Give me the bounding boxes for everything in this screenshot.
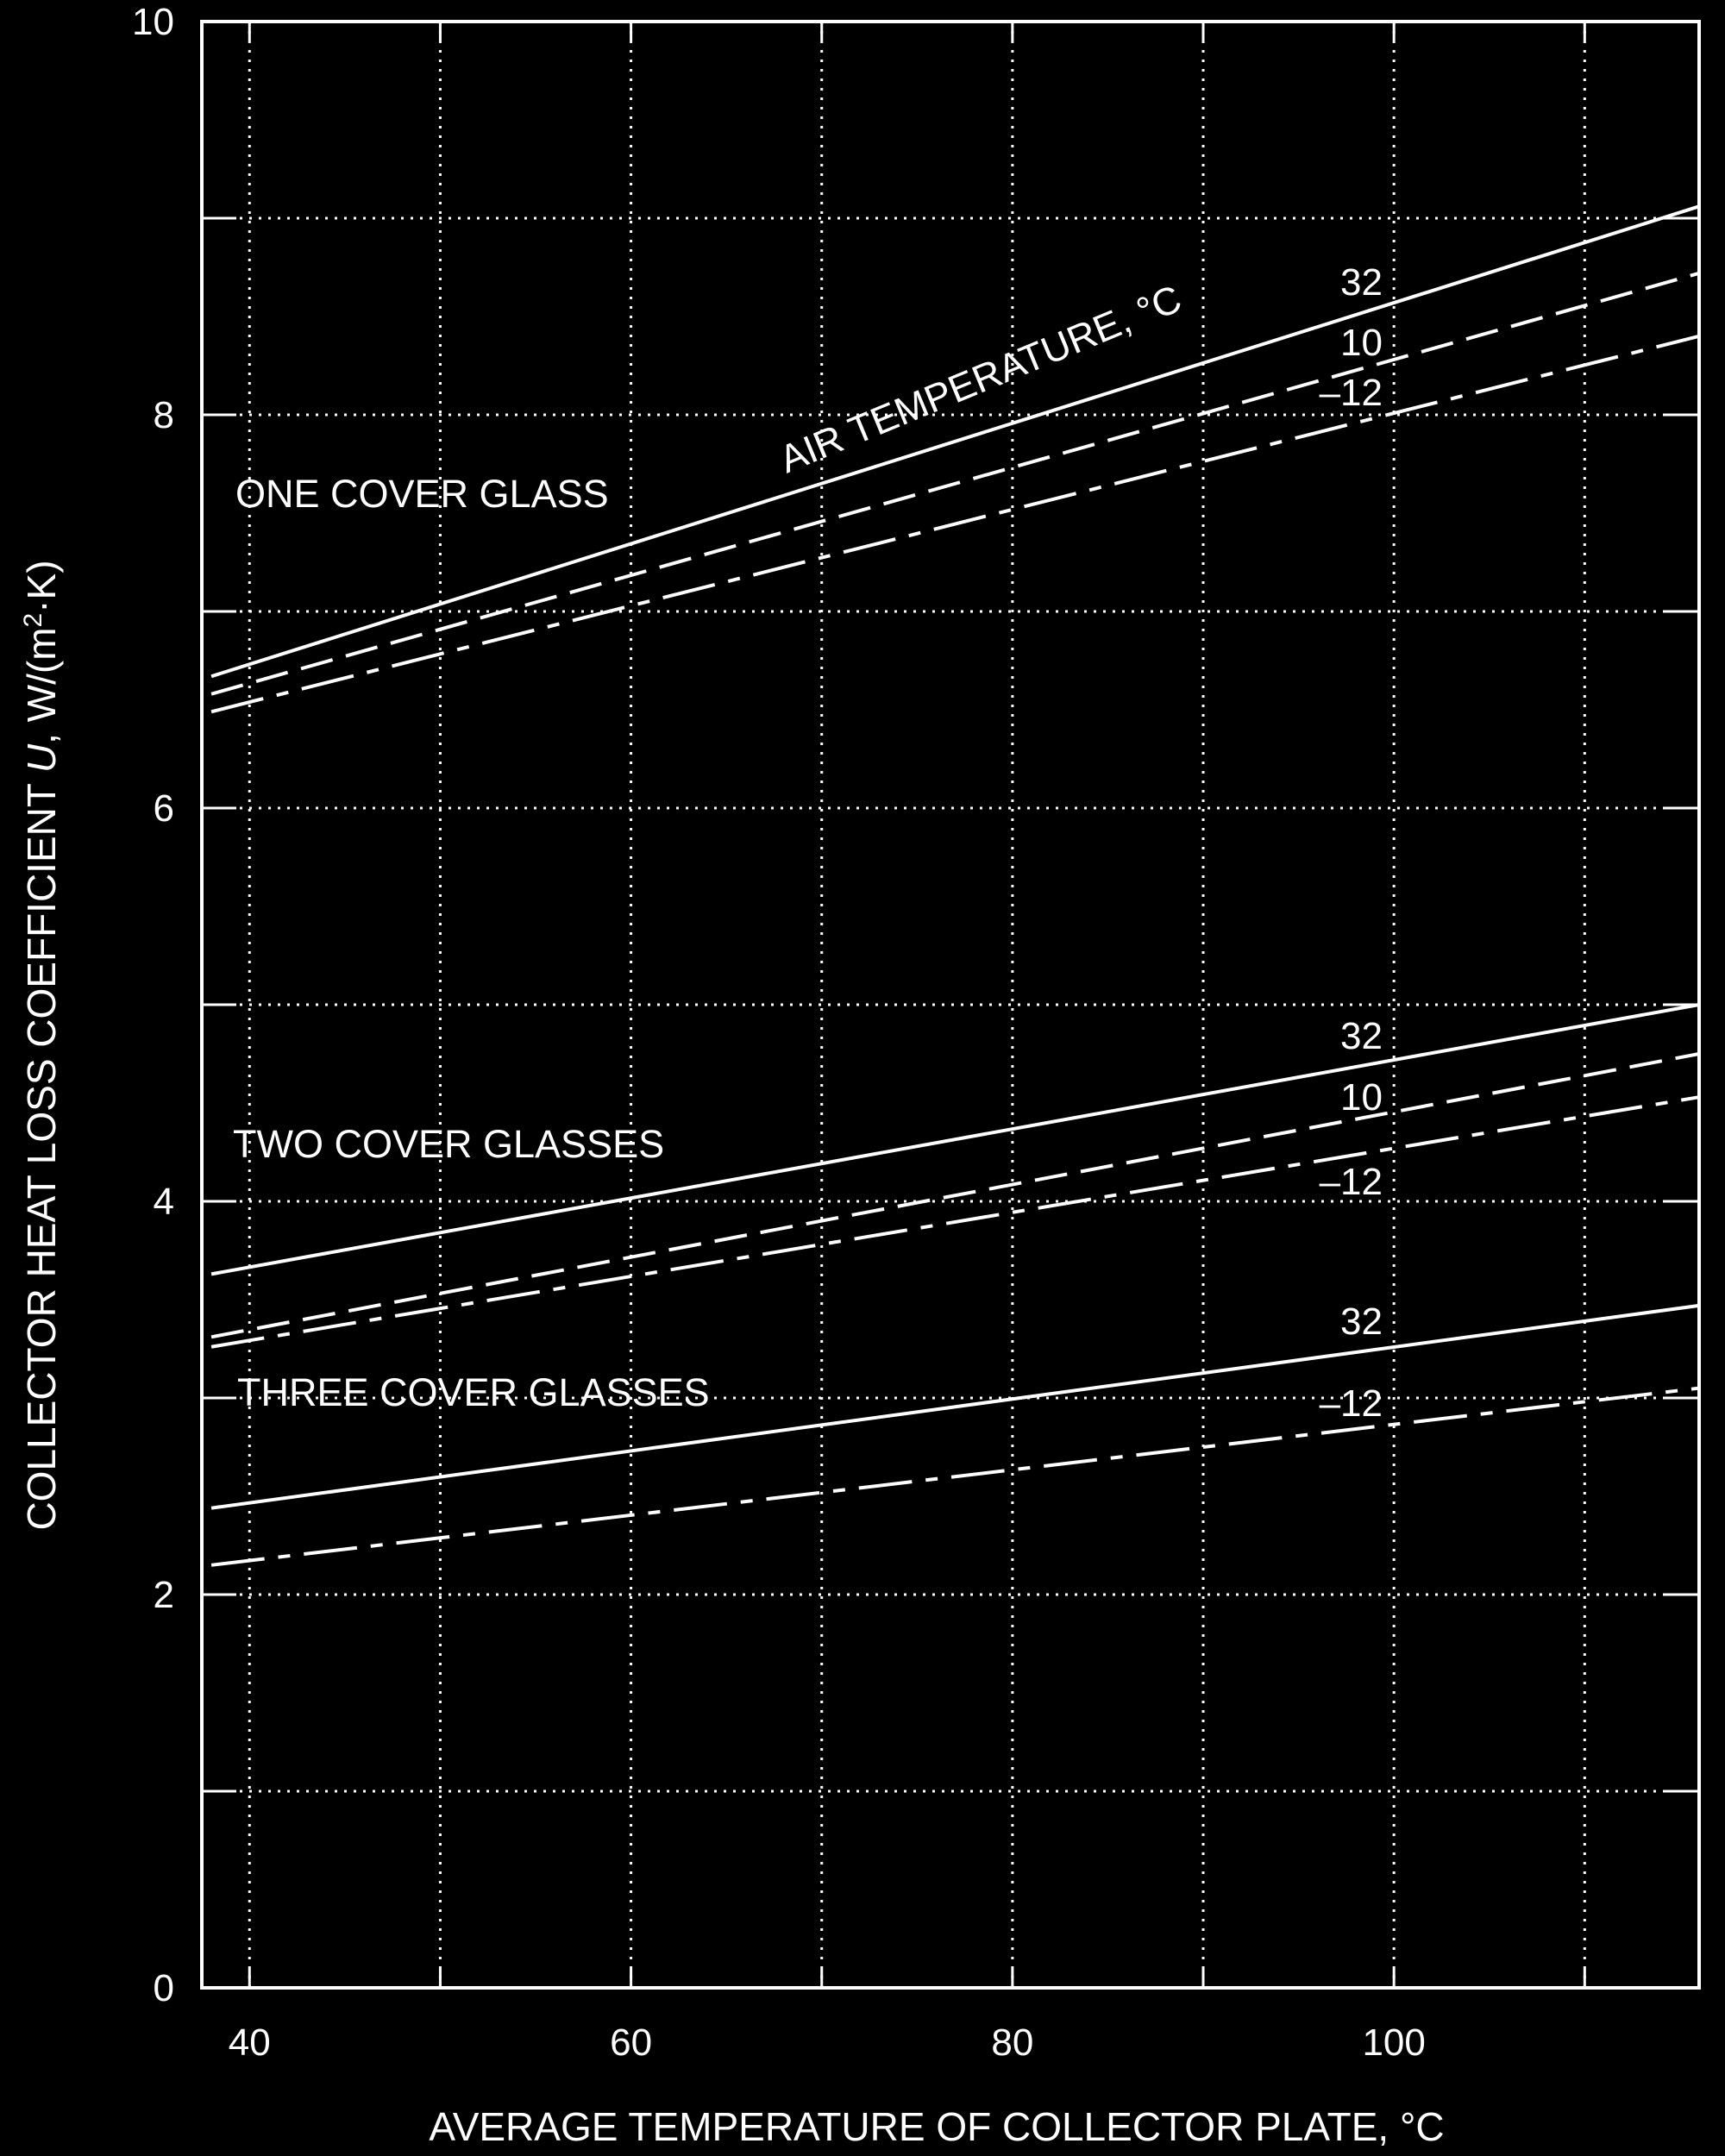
group-label-one-cover: ONE COVER GLASS <box>235 472 609 516</box>
series-line-2-2 <box>211 1054 1699 1337</box>
series-label-two-32: 32 <box>1340 1015 1383 1057</box>
series-line-1-1 <box>211 206 1699 676</box>
series-label-two-10: 10 <box>1340 1076 1383 1119</box>
air-temperature-annotation: AIR TEMPERATURE, °C <box>773 276 1187 481</box>
series-label-three-32: 32 <box>1340 1300 1383 1343</box>
y-axis-label: COLLECTOR HEAT LOSS COEFFICIENT U, W/(m2… <box>19 560 64 1530</box>
y-tick-label: 2 <box>154 1574 174 1616</box>
group-label-two-cover: TWO COVER GLASSES <box>233 1122 664 1166</box>
group-label-three-cover: THREE COVER GLASSES <box>237 1370 710 1414</box>
y-tick-label: 8 <box>154 394 174 436</box>
series-label-one-10: 10 <box>1340 322 1383 364</box>
x-tick-label: 40 <box>229 2021 271 2064</box>
series-label-three-minus12: –12 <box>1320 1382 1383 1425</box>
y-tick-label: 6 <box>154 787 174 830</box>
y-tick-label: 0 <box>154 1967 174 2009</box>
x-tick-label: 60 <box>610 2021 652 2064</box>
y-tick-label: 10 <box>132 1 174 43</box>
y-tick-label: 4 <box>154 1181 174 1223</box>
x-axis-label: AVERAGE TEMPERATURE OF COLLECTOR PLATE, … <box>429 2104 1444 2149</box>
series-label-one-32: 32 <box>1340 261 1383 304</box>
x-tick-label: 100 <box>1362 2021 1425 2064</box>
grid <box>202 22 1699 1988</box>
series-label-one-minus12: –12 <box>1320 372 1383 414</box>
tick-labels: 40 60 80 100 0 2 4 6 8 10 <box>132 1 1426 2064</box>
series-label-two-minus12: –12 <box>1320 1161 1383 1203</box>
x-tick-label: 80 <box>991 2021 1033 2064</box>
